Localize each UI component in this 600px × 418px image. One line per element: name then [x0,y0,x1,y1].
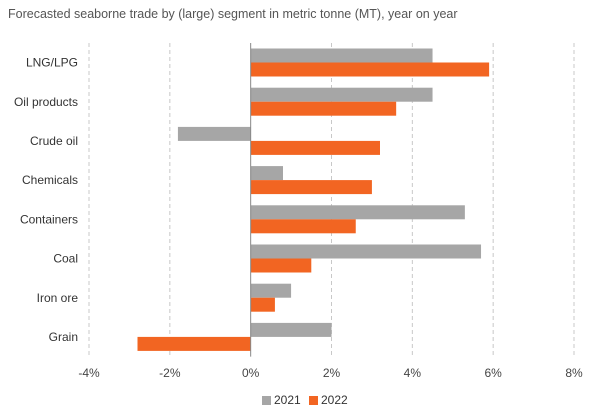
bar-2021-coal [250,244,482,259]
category-label: Grain [49,330,78,344]
x-tick-label: 0% [242,366,260,380]
bar-2022-lng-lpg [250,62,490,77]
x-tick-label: -4% [78,366,100,380]
bar-2022-crude-oil [250,140,380,155]
bar-2022-grain [137,336,251,351]
bar-2022-containers [250,219,356,234]
x-tick-label: 6% [484,366,502,380]
category-labels: LNG/LPG Oil products Crude oil Chemicals Con… [14,56,78,344]
chart-title: Forecasted seaborne trade by (large) seg… [8,7,458,21]
bar-2022-iron-ore [250,297,275,312]
x-tick-label: 4% [404,366,422,380]
bar-2021-containers [250,205,465,220]
legend-swatch [309,396,318,405]
bar-2021-lng-lpg [250,48,433,63]
category-label: Coal [53,252,78,266]
bar-2021-iron-ore [250,283,292,298]
legend-item-2022: 2022 [309,393,348,407]
x-tick-label: -2% [159,366,181,380]
bar-2021-crude-oil [177,126,251,141]
category-label: Crude oil [30,134,78,148]
bar-2021-chemicals [250,166,283,181]
legend: 2021 2022 [262,393,348,407]
bars [137,48,490,351]
legend-swatch [262,396,271,405]
x-tick-labels: -4% -2% 0% 2% 4% 6% 8% [78,366,583,380]
bar-2021-oil-products [250,87,433,102]
category-label: Containers [20,212,78,226]
legend-item-2021: 2021 [262,393,301,407]
x-tick-label: 8% [565,366,583,380]
category-label: Oil products [14,95,78,109]
legend-label: 2021 [274,393,301,407]
x-tick-label: 2% [323,366,341,380]
bar-2022-coal [250,258,312,273]
category-label: Chemicals [22,173,78,187]
legend-label: 2022 [321,393,348,407]
bar-2021-grain [250,322,332,337]
bar-2022-oil-products [250,101,397,116]
bar-2022-chemicals [250,180,372,195]
category-label: Iron ore [37,291,79,305]
category-label: LNG/LPG [26,56,78,70]
